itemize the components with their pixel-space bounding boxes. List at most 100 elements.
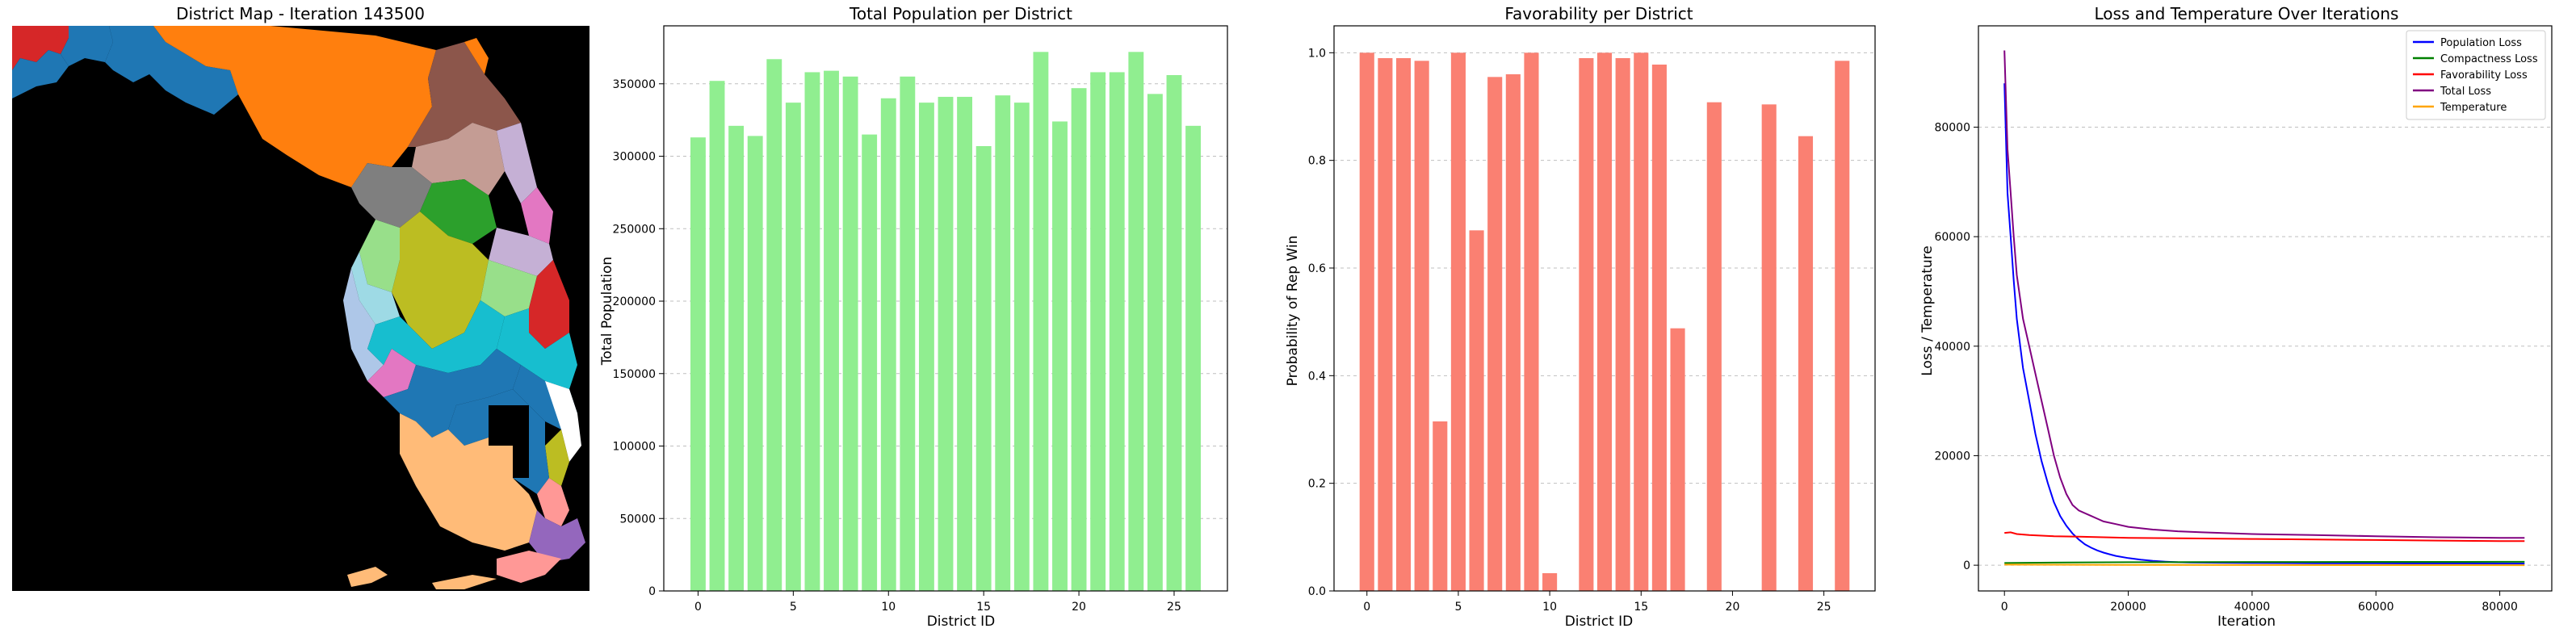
favorability-bar: [1670, 328, 1685, 591]
favorability-bar: [1615, 58, 1630, 591]
population-bar: [824, 70, 839, 591]
favorability-x-axis-label: District ID: [1565, 614, 1634, 630]
population-bar: [900, 76, 916, 592]
population-bar: [1128, 52, 1144, 592]
loss-legend-box: [2406, 30, 2546, 120]
district-map-canvas: [12, 26, 589, 591]
loss-series-line: [2004, 531, 2525, 543]
loss-x-tick-label: 60000: [2358, 601, 2394, 614]
favorability-bar: [1761, 104, 1777, 592]
population-x-tick-label: 0: [694, 601, 702, 614]
population-x-tick-label: 25: [1167, 601, 1181, 614]
loss-series-line: [2003, 83, 2525, 565]
favorability-bar: [1798, 136, 1814, 591]
population-bar: [709, 81, 725, 591]
population-bar: [1033, 52, 1049, 592]
population-chart-panel: Total Population per District District I…: [598, 0, 1252, 638]
loss-legend-label: Compactness Loss: [2440, 53, 2538, 65]
district-map-title: District Map - Iteration 143500: [176, 4, 425, 23]
favorability-bar: [1469, 230, 1484, 591]
population-bar: [842, 76, 858, 592]
favorability-y-tick-label: 0.8: [1308, 155, 1326, 168]
population-bar: [1071, 88, 1087, 591]
favorability-bar: [1835, 61, 1850, 592]
district-map-figure: District Map - Iteration 143500: [176, 4, 425, 23]
favorability-plot-frame: [1333, 25, 1876, 592]
loss-y-tick-label: 60000: [1934, 231, 1970, 244]
population-x-axis-label: District ID: [927, 614, 996, 630]
favorability-chart-title: Favorability per District: [1504, 4, 1693, 23]
district-map-panel: District Map - Iteration 143500: [0, 0, 598, 638]
population-bar: [1109, 72, 1125, 591]
loss-y-tick-label: 0: [1963, 559, 1970, 572]
favorability-x-tick-label: 0: [1363, 601, 1370, 614]
favorability-bar: [1414, 61, 1429, 592]
population-bar: [1166, 75, 1182, 592]
population-bar: [690, 137, 706, 591]
favorability-x-tick-label: 15: [1634, 601, 1648, 614]
loss-y-tick-label: 80000: [1934, 121, 1970, 134]
loss-legend-label: Population Loss: [2440, 37, 2522, 49]
population-bar: [1013, 103, 1030, 592]
favorability-x-tick-label: 20: [1726, 601, 1740, 614]
population-y-tick-label: 200000: [613, 295, 656, 308]
population-bar: [938, 96, 954, 591]
population-y-tick-label: 150000: [613, 368, 656, 381]
district-map-image: [12, 26, 589, 591]
population-y-tick-label: 250000: [613, 223, 656, 236]
loss-y-tick-label: 40000: [1934, 341, 1970, 354]
population-bar: [995, 95, 1011, 591]
favorability-y-tick-label: 1.0: [1308, 47, 1326, 60]
loss-plot-frame: [1978, 25, 2553, 592]
favorability-bar: [1634, 52, 1649, 592]
population-chart-title: Total Population per District: [849, 4, 1072, 23]
loss-y-tick-label: 20000: [1934, 450, 1970, 463]
population-y-tick-label: 0: [648, 585, 656, 598]
loss-chart-title: Loss and Temperature Over Iterations: [2095, 4, 2399, 23]
favorability-y-tick-label: 0.2: [1308, 478, 1326, 491]
population-x-tick-label: 20: [1072, 601, 1086, 614]
loss-x-tick-label: 80000: [2482, 601, 2518, 614]
loss-x-axis-label: Iteration: [2217, 614, 2276, 630]
favorability-bar: [1359, 52, 1374, 592]
population-bar: [1147, 94, 1163, 592]
population-bar: [766, 59, 782, 592]
favorability-bar: [1487, 77, 1503, 592]
favorability-y-tick-label: 0.6: [1308, 262, 1326, 275]
population-bar: [918, 103, 934, 592]
loss-series-line: [2004, 560, 2525, 564]
population-bar: [785, 103, 801, 592]
favorability-bar: [1651, 65, 1667, 591]
loss-legend-label: Favorability Loss: [2440, 69, 2528, 82]
population-y-axis-label: Total Population: [599, 257, 615, 366]
loss-chart-panel: Loss and Temperature Over Iterations Ite…: [1906, 0, 2576, 638]
loss-series-line: [2003, 50, 2525, 539]
loss-legend-label: Total Loss: [2440, 86, 2491, 98]
favorability-y-tick-label: 0.4: [1308, 370, 1326, 383]
favorability-chart-panel: Favorability per District District ID Pr…: [1252, 0, 1906, 638]
population-bar: [862, 134, 878, 592]
population-bar-chart: Total Population per District District I…: [599, 4, 1228, 630]
loss-x-tick-label: 40000: [2234, 601, 2271, 614]
favorability-bar: [1542, 573, 1558, 591]
population-x-tick-label: 10: [881, 601, 896, 614]
favorability-x-tick-label: 25: [1817, 601, 1831, 614]
favorability-y-axis-label: Probability of Rep Win: [1285, 236, 1301, 387]
favorability-bar: [1433, 421, 1448, 591]
population-bar: [880, 98, 896, 591]
loss-x-tick-label: 0: [2001, 601, 2008, 614]
population-bar: [975, 145, 992, 591]
favorability-y-tick-label: 0.0: [1308, 585, 1326, 598]
population-bar: [804, 72, 820, 591]
favorability-bar: [1450, 52, 1466, 592]
population-y-tick-label: 350000: [613, 78, 656, 91]
population-bar: [728, 125, 745, 591]
population-bar: [747, 136, 763, 591]
favorability-bar: [1505, 74, 1521, 591]
loss-series-line: [2004, 563, 2525, 567]
favorability-bar: [1524, 52, 1539, 592]
favorability-bar-chart: Favorability per District District ID Pr…: [1285, 4, 1876, 630]
loss-x-tick-label: 20000: [2110, 601, 2146, 614]
loss-legend-label: Temperature: [2440, 102, 2507, 114]
population-bar: [1090, 72, 1106, 591]
